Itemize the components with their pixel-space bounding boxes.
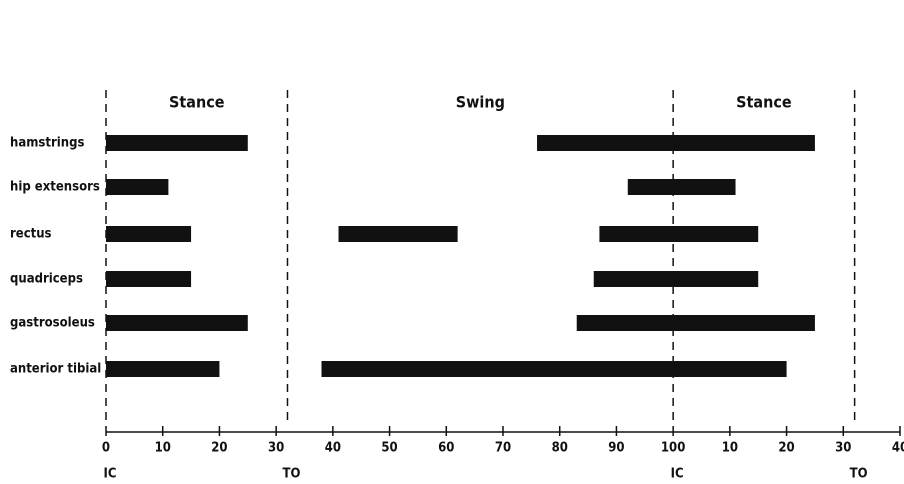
row-label: rectus — [10, 227, 52, 242]
row-label: anterior tibial — [10, 362, 101, 377]
event-label: TO — [850, 467, 868, 482]
phase-label: Stance — [736, 93, 792, 112]
bar — [321, 361, 787, 377]
bar — [627, 179, 736, 195]
bar — [338, 226, 458, 242]
bar — [593, 271, 759, 287]
x-tick-label: 20 — [778, 441, 794, 456]
row-label: hamstrings — [10, 136, 84, 151]
x-tick-label: 20 — [211, 441, 227, 456]
x-tick-label: 70 — [495, 441, 511, 456]
x-tick-label: 80 — [552, 441, 568, 456]
x-tick-label: 90 — [608, 441, 624, 456]
phase-label: Swing — [456, 93, 505, 112]
row-label: gastrosoleus — [10, 316, 95, 331]
bar — [106, 315, 248, 331]
event-label: IC — [104, 467, 117, 482]
x-tick-label: 60 — [438, 441, 454, 456]
x-tick-label: 0 — [102, 441, 110, 456]
x-tick-label: 50 — [381, 441, 397, 456]
bar — [599, 226, 759, 242]
phase-label: Stance — [169, 93, 225, 112]
row-label: hip extensors — [10, 180, 100, 195]
event-label: IC — [671, 467, 684, 482]
bar — [106, 135, 248, 151]
x-tick-label: 100 — [661, 441, 685, 456]
x-tick-label: 30 — [835, 441, 851, 456]
bar — [537, 135, 815, 151]
bar — [106, 271, 192, 287]
x-tick-label: 10 — [722, 441, 738, 456]
bar — [106, 226, 192, 242]
bar — [106, 179, 169, 195]
event-label: TO — [283, 467, 301, 482]
x-tick-label: 30 — [268, 441, 284, 456]
bar — [106, 361, 220, 377]
bar — [576, 315, 815, 331]
x-tick-label: 40 — [325, 441, 341, 456]
row-label: quadriceps — [10, 272, 83, 287]
x-tick-label: 40 — [892, 441, 904, 456]
x-tick-label: 10 — [155, 441, 171, 456]
